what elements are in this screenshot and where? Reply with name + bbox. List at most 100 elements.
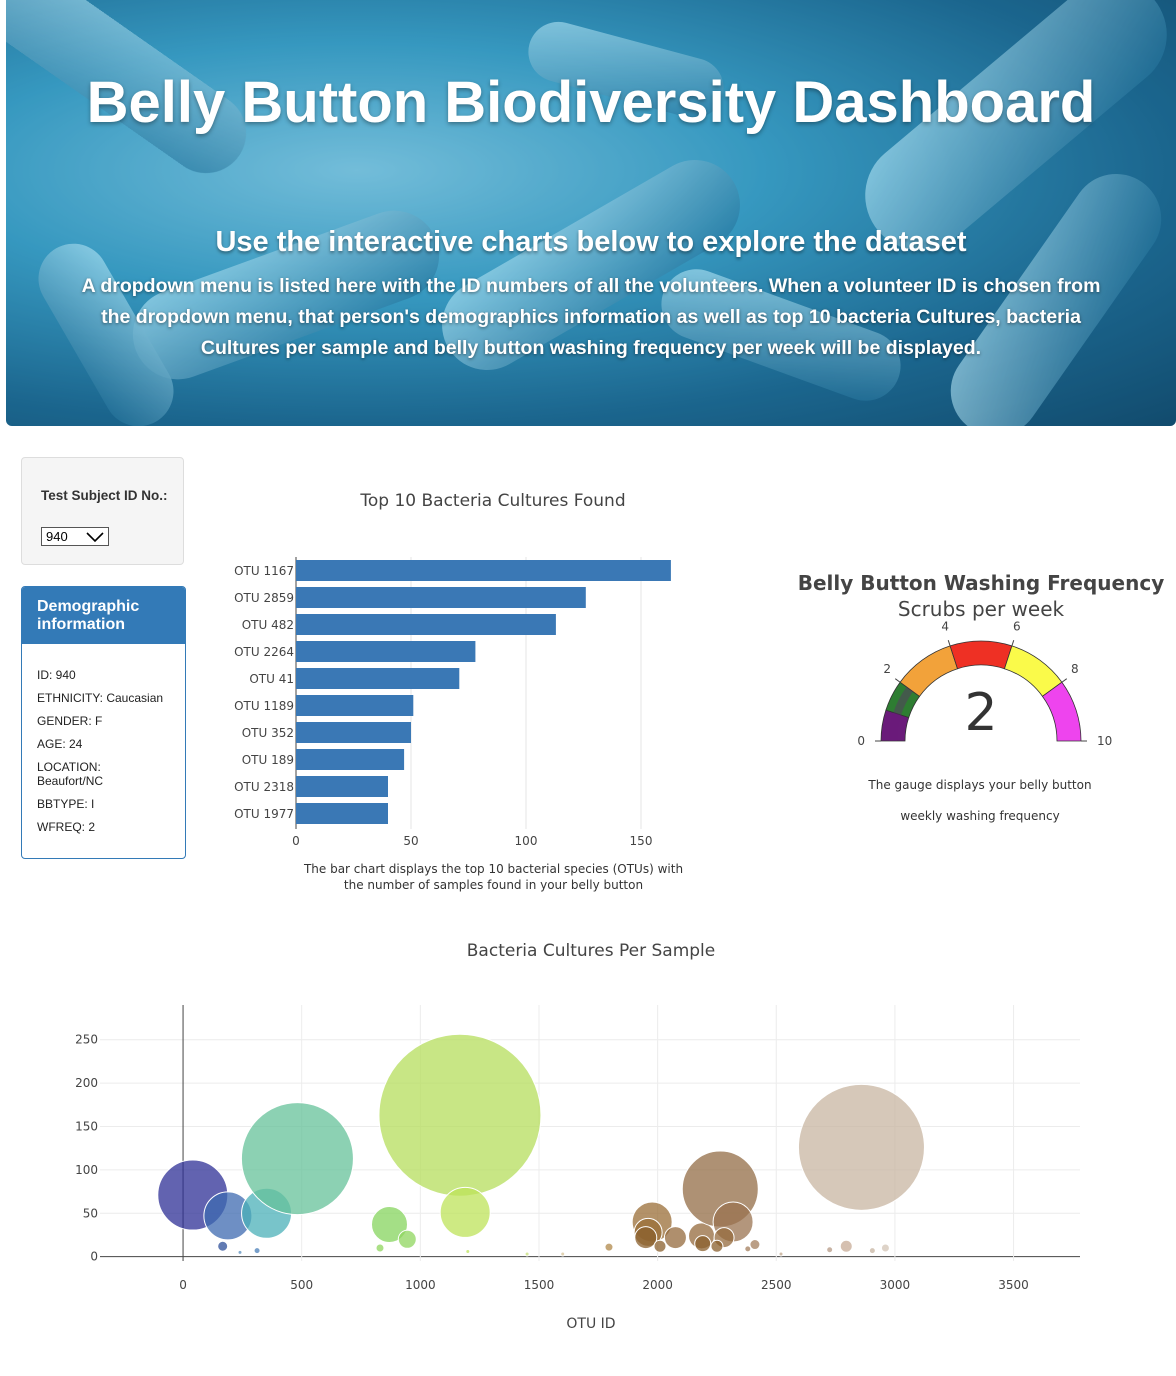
gauge-subtitle: Scrubs per week (898, 597, 1065, 621)
bar[interactable] (296, 641, 476, 662)
bubble-y-tick-label: 250 (75, 1033, 98, 1047)
demographic-bbtype: BBTYPE: I (37, 797, 95, 811)
subject-selector-panel: Test Subject ID No.: 940 (21, 457, 184, 565)
bubble-chart[interactable]: Bacteria Cultures Per Sample 0 50 100 150 20… (0, 925, 1176, 1345)
bar-x-tick-label: 0 (292, 834, 300, 848)
bar[interactable] (296, 803, 388, 824)
gauge-tick-label: 2 (883, 662, 891, 676)
gauge-tick (947, 640, 951, 647)
bubble-point[interactable] (744, 1245, 752, 1253)
demographic-gender: GENDER: F (37, 714, 103, 728)
bubble-point[interactable] (604, 1242, 614, 1252)
bubble-point[interactable] (524, 1251, 530, 1257)
bubble-y-tick-label: 0 (90, 1250, 98, 1264)
bar[interactable] (296, 668, 460, 689)
bar-x-tick-label: 150 (630, 834, 653, 848)
bubble-point[interactable] (839, 1239, 853, 1253)
gauge-caption-line1: The gauge displays your belly button (868, 778, 1092, 792)
washing-frequency-gauge[interactable]: Belly Button Washing Frequency Scrubs pe… (780, 560, 1176, 770)
bar[interactable] (296, 587, 586, 608)
bubble-x-tick-label: 1000 (405, 1278, 436, 1292)
bar-y-tick-label: OTU 189 (242, 753, 294, 767)
bubble-point[interactable] (370, 1206, 408, 1244)
gauge-step (949, 640, 1013, 670)
bubble-point[interactable] (439, 1186, 491, 1238)
bubble-point[interactable] (663, 1226, 687, 1250)
bubble-point[interactable] (217, 1240, 229, 1252)
bubble-point[interactable] (868, 1247, 876, 1255)
bacteria-background-image (6, 0, 1176, 426)
bubble-x-tick-label: 1500 (524, 1278, 555, 1292)
bubble-point[interactable] (378, 1033, 542, 1197)
chevron-down-icon (86, 532, 104, 543)
page-title: Belly Button Biodiversity Dashboard (86, 70, 1096, 135)
subject-id-selected-value: 940 (46, 529, 68, 544)
bar-chart-caption: The bar chart displays the top 10 bacter… (303, 862, 684, 892)
bar[interactable] (296, 722, 411, 743)
bar-y-tick-label: OTU 41 (249, 672, 294, 686)
bubble-x-tick-label: 500 (290, 1278, 313, 1292)
bubble-point[interactable] (880, 1243, 890, 1253)
gauge-title: Belly Button Washing Frequency (798, 571, 1164, 595)
bubble-x-axis-label: OTU ID (566, 1316, 615, 1332)
gauge-tick-label: 10 (1097, 734, 1112, 748)
bubble-point[interactable] (465, 1248, 471, 1254)
bubble-chart-title: Bacteria Cultures Per Sample (467, 941, 715, 961)
bubble-point[interactable] (710, 1239, 724, 1253)
top10-bar-chart[interactable]: Top 10 Bacteria Cultures Found OTU 1167 O… (200, 470, 720, 855)
demographic-wfreq: WFREQ: 2 (37, 820, 96, 834)
gauge-tick (1011, 640, 1015, 647)
bubble-point[interactable] (397, 1229, 417, 1249)
bar[interactable] (296, 749, 405, 770)
bar-x-tick-label: 50 (403, 834, 418, 848)
bubble-x-tick-label: 3500 (998, 1278, 1029, 1292)
bubble-y-tick-label: 50 (83, 1206, 98, 1220)
gauge-tick-label: 6 (1013, 620, 1021, 634)
bubble-x-tick-label: 3000 (880, 1278, 911, 1292)
page-description: A dropdown menu is listed here with the … (81, 275, 1101, 359)
bar-x-tick-label: 100 (515, 834, 538, 848)
bar-chart-title: Top 10 Bacteria Cultures Found (359, 491, 625, 511)
gauge-tick (1061, 678, 1068, 683)
bar[interactable] (296, 560, 671, 581)
bubble-point[interactable] (694, 1235, 712, 1253)
bar-y-tick-label: OTU 2318 (234, 780, 294, 794)
gauge-caption-line2: weekly washing frequency (900, 809, 1060, 823)
bubble-point[interactable] (237, 1249, 243, 1255)
bar[interactable] (296, 695, 414, 716)
gauge-tick-label: 0 (857, 734, 865, 748)
demographics-panel: Demographic information ID: 940 ETHNICIT… (21, 586, 186, 859)
gauge-value: 2 (964, 683, 997, 743)
bubble-x-tick-label: 2500 (761, 1278, 792, 1292)
gauge-value-bar (889, 686, 914, 741)
demographic-ethnicity: ETHNICITY: Caucasian (37, 691, 164, 705)
bar-y-tick-label: OTU 482 (242, 618, 294, 632)
bubble-point[interactable] (797, 1083, 925, 1211)
bar-y-tick-label: OTU 352 (242, 726, 294, 740)
bubble-point[interactable] (560, 1251, 566, 1257)
gauge-tick-label: 4 (941, 620, 949, 634)
bubble-y-tick-label: 200 (75, 1076, 98, 1090)
bubble-point[interactable] (826, 1246, 834, 1254)
demographics-title: Demographic information (22, 587, 185, 644)
bubble-point[interactable] (240, 1102, 354, 1216)
bubble-point[interactable] (375, 1243, 385, 1253)
bubble-y-tick-label: 150 (75, 1119, 98, 1133)
gauge-step (1041, 681, 1082, 742)
bubble-x-tick-label: 0 (179, 1278, 187, 1292)
bar-y-tick-label: OTU 2264 (234, 645, 294, 659)
demographic-age: AGE: 24 (37, 737, 83, 751)
subject-id-dropdown[interactable]: 940 (41, 527, 109, 546)
bar[interactable] (296, 776, 388, 797)
bar-y-tick-label: OTU 2859 (234, 591, 294, 605)
gauge-tick-label: 8 (1071, 662, 1079, 676)
bar[interactable] (296, 614, 556, 635)
bubble-point[interactable] (778, 1251, 784, 1257)
page-subtitle: Use the interactive charts below to expl… (215, 226, 967, 258)
bubble-point[interactable] (253, 1247, 261, 1255)
bubble-point[interactable] (634, 1226, 658, 1250)
subject-selector-label: Test Subject ID No.: (41, 488, 168, 503)
bubble-point[interactable] (749, 1239, 761, 1251)
bubble-point[interactable] (653, 1239, 667, 1253)
hero-banner: Belly Button Biodiversity Dashboard Use … (6, 0, 1176, 426)
